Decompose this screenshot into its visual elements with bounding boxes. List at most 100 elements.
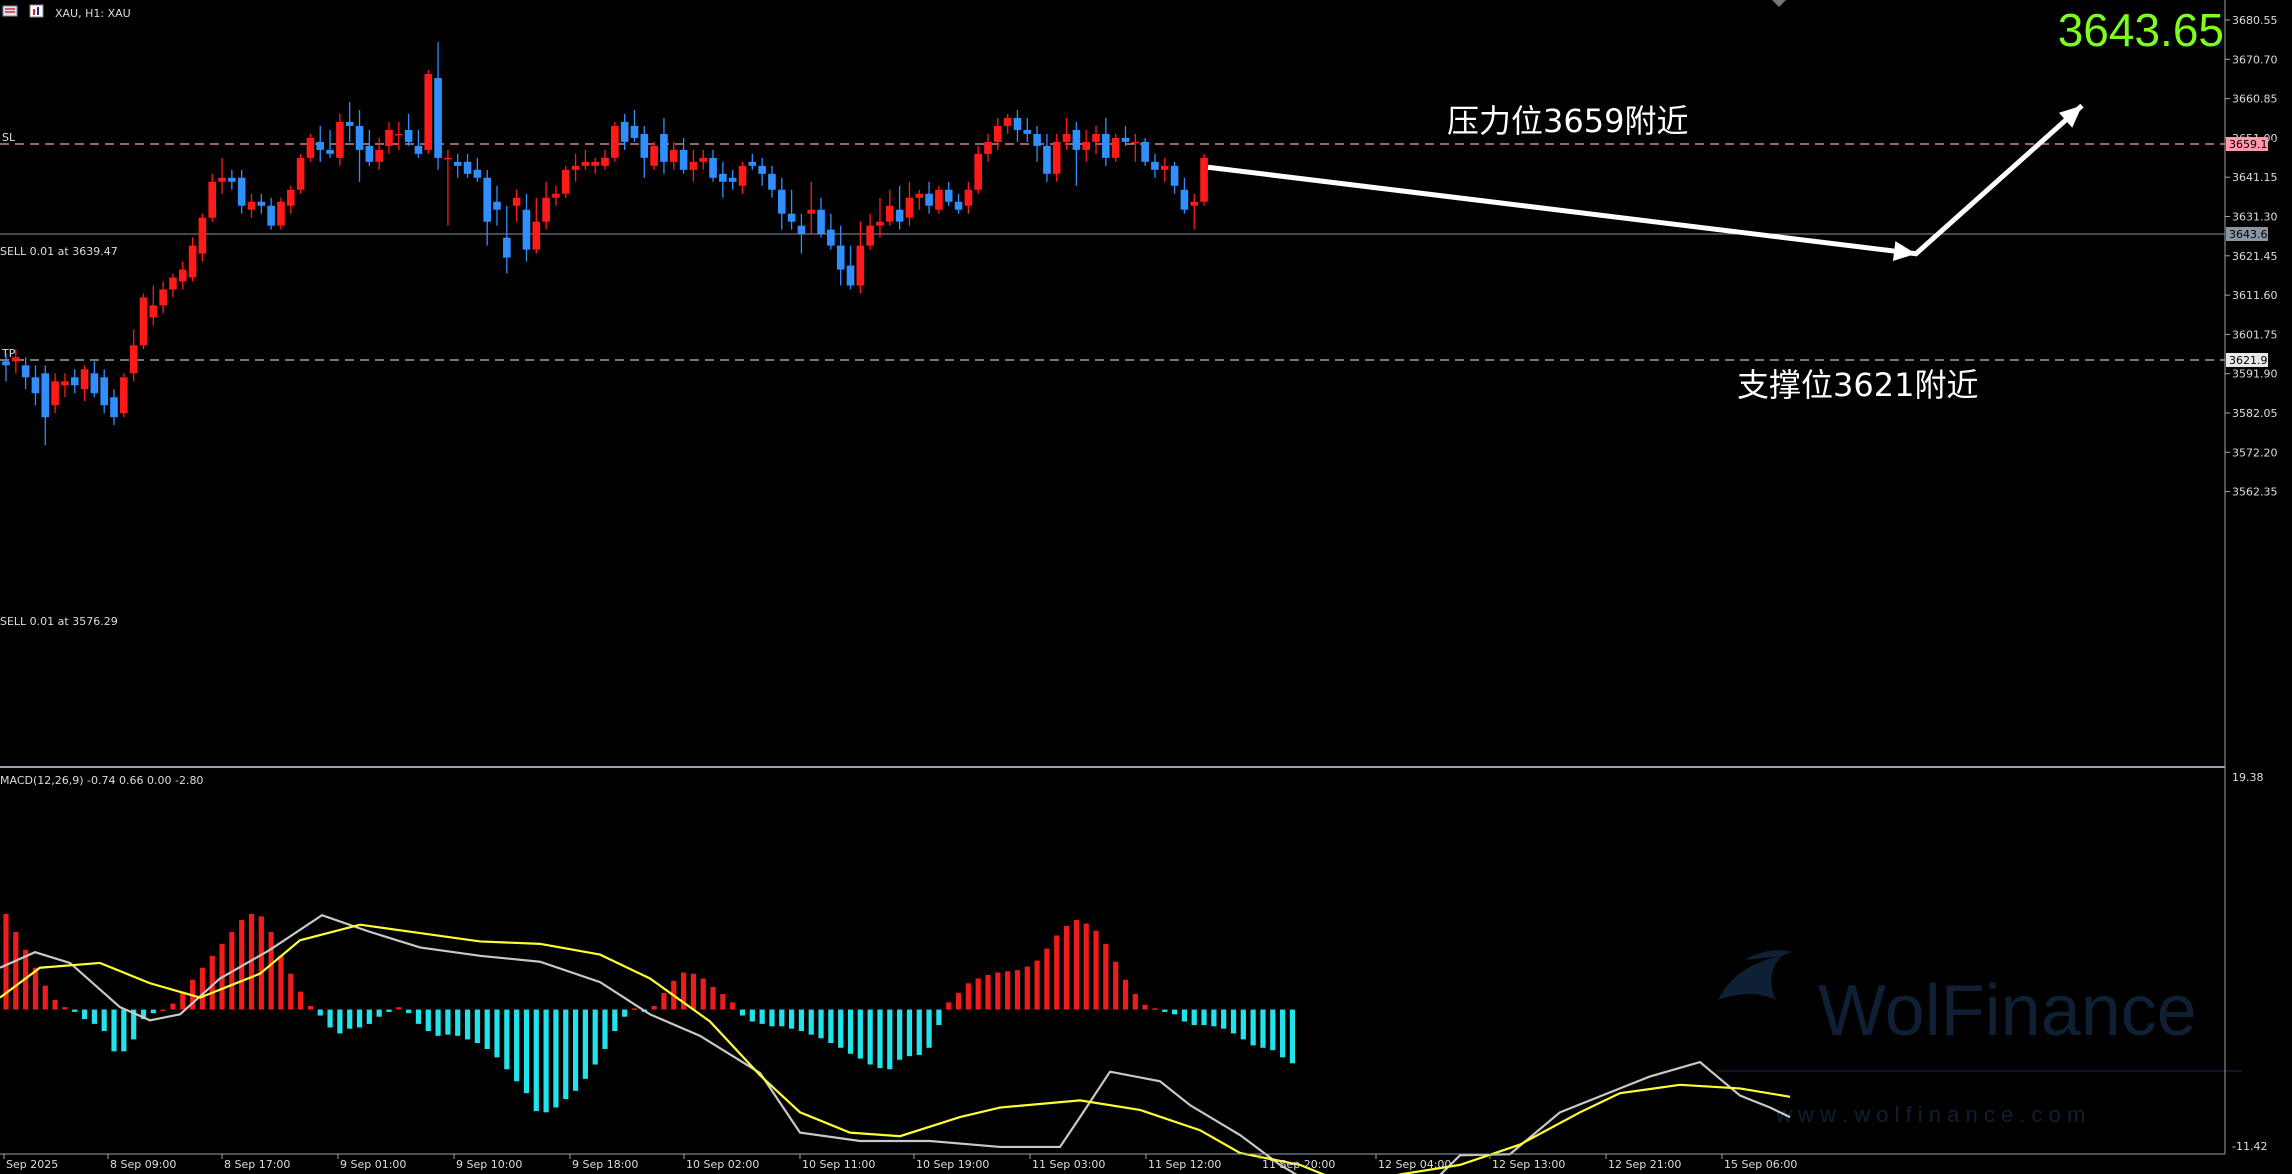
candle-body (915, 193, 924, 198)
candle-body (188, 245, 197, 278)
macd-hist-bar (1063, 925, 1070, 1010)
candle-body (41, 373, 50, 418)
macd-hist-bar (514, 1009, 520, 1082)
candle-body (1082, 141, 1090, 150)
macd-hist-bar (131, 1009, 137, 1040)
macd-hist-bar (268, 931, 274, 1010)
macd-hist-bar (307, 1005, 314, 1010)
candle-body (237, 177, 246, 206)
macd-hist-bar (965, 983, 971, 1010)
macd-hist-bar (916, 1009, 922, 1055)
time-tick-label: 15 Sep 06:00 (1724, 1158, 1797, 1171)
scroll-marker-icon[interactable] (1772, 0, 1786, 7)
candle-body (846, 265, 855, 286)
candle-body (51, 381, 59, 406)
price-tick-label: 3582.05 (2232, 407, 2278, 420)
candle-body (886, 205, 894, 222)
macd-hist-bar (710, 986, 716, 1010)
macd-hist-bar (936, 1009, 942, 1026)
macd-hist-bar (838, 1009, 844, 1048)
candle-body (80, 369, 89, 390)
macd-hist-bar (1142, 1004, 1148, 1010)
macd-hist-bar (52, 999, 58, 1010)
macd-hist-bar (258, 916, 264, 1010)
time-axis[interactable]: Sep 2025 8 Sep 09:00 8 Sep 17:00 9 Sep 01:0… (3, 1154, 1797, 1171)
macd-hist-bar (199, 967, 205, 1010)
candle-body (601, 157, 609, 166)
price-axis[interactable]: 3680.553670.703660.853651.003641.153631.… (2225, 14, 2278, 499)
macd-hist-bar (651, 1005, 657, 1010)
candle-body (571, 165, 580, 170)
candle-body (1200, 157, 1208, 202)
macd-hist-bar (779, 1009, 785, 1027)
macd-hist-bar (356, 1009, 363, 1028)
macd-hist-bar (1152, 1008, 1158, 1010)
candle-body (385, 129, 393, 146)
macd-hist-bar (985, 974, 991, 1010)
macd-hist-bar (1054, 935, 1060, 1010)
price-tick-label: 3572.20 (2232, 446, 2278, 459)
candle-body (395, 133, 403, 136)
forecast-arrow (1207, 103, 2084, 261)
candle-body (719, 173, 727, 182)
candle-body (954, 201, 963, 210)
macd-hist-bar (484, 1009, 490, 1049)
macd-hist-bar (464, 1009, 471, 1040)
candle-body (1072, 129, 1081, 150)
candle-body (100, 377, 108, 406)
candle-body (493, 201, 501, 210)
macd-hist-bar (376, 1009, 382, 1017)
macd-hist-bar (572, 1009, 579, 1091)
macd-hist-bar (170, 1003, 176, 1010)
candle-body (12, 357, 20, 362)
candle-body (90, 373, 99, 394)
macd-hist-bar (1240, 1009, 1246, 1040)
time-tick-label: 9 Sep 01:00 (340, 1158, 406, 1171)
macd-hist-bar (1171, 1009, 1178, 1015)
watermark-brand: WolFinance (1818, 971, 2197, 1051)
macd-hist-bar (975, 978, 981, 1010)
macd-hist-bar (897, 1009, 903, 1060)
macd-hist-bar (160, 1009, 166, 1012)
time-tick-label: 10 Sep 02:00 (686, 1158, 759, 1171)
window-menu-icon[interactable] (2, 5, 18, 17)
macd-hist-bar (1005, 971, 1011, 1010)
candle-body (984, 141, 992, 154)
candle-body (581, 161, 590, 166)
macd-hist-bar (1191, 1009, 1197, 1026)
price-tick-label: 3621.45 (2232, 250, 2278, 263)
candle-body (70, 377, 79, 386)
macd-hist-bar (347, 1009, 353, 1029)
sl-label: SL (2, 131, 16, 144)
current-price-tag: 3643.65 (2226, 227, 2275, 241)
macd-hist-bar (445, 1009, 451, 1035)
candle-body (660, 133, 668, 162)
macd-hist-bar (337, 1009, 343, 1034)
candle-body (306, 137, 315, 158)
macd-hist-bar (327, 1009, 333, 1028)
candle-body (807, 209, 816, 214)
candle-body (974, 153, 982, 190)
macd-hist-bar (386, 1009, 392, 1012)
macd-hist-bar (504, 1009, 510, 1070)
candle-body (640, 133, 649, 158)
candle-body (561, 169, 570, 194)
time-tick-label: 9 Sep 10:00 (456, 1158, 522, 1171)
macd-hist-bar (749, 1009, 755, 1022)
candle-body (817, 209, 825, 234)
macd-hist-bar (1122, 979, 1129, 1010)
candle-body (1062, 133, 1071, 142)
macd-hist-bar (1014, 970, 1021, 1010)
time-tick-label: 12 Sep 21:00 (1608, 1158, 1681, 1171)
candle-body (836, 245, 845, 270)
macd-hist-bar (877, 1009, 883, 1069)
macd-hist-bar (622, 1009, 628, 1017)
symbol-label: XAU, H1: XAU (55, 7, 131, 20)
macd-hist-bar (406, 1009, 412, 1014)
macd-hist-bar (631, 1008, 638, 1010)
candle-body (326, 149, 334, 154)
price-tick-label: 3631.30 (2232, 211, 2278, 224)
macd-hist-bar (887, 1009, 893, 1070)
macd-hist-bar (1289, 1009, 1296, 1064)
macd-hist-bar (239, 919, 245, 1010)
